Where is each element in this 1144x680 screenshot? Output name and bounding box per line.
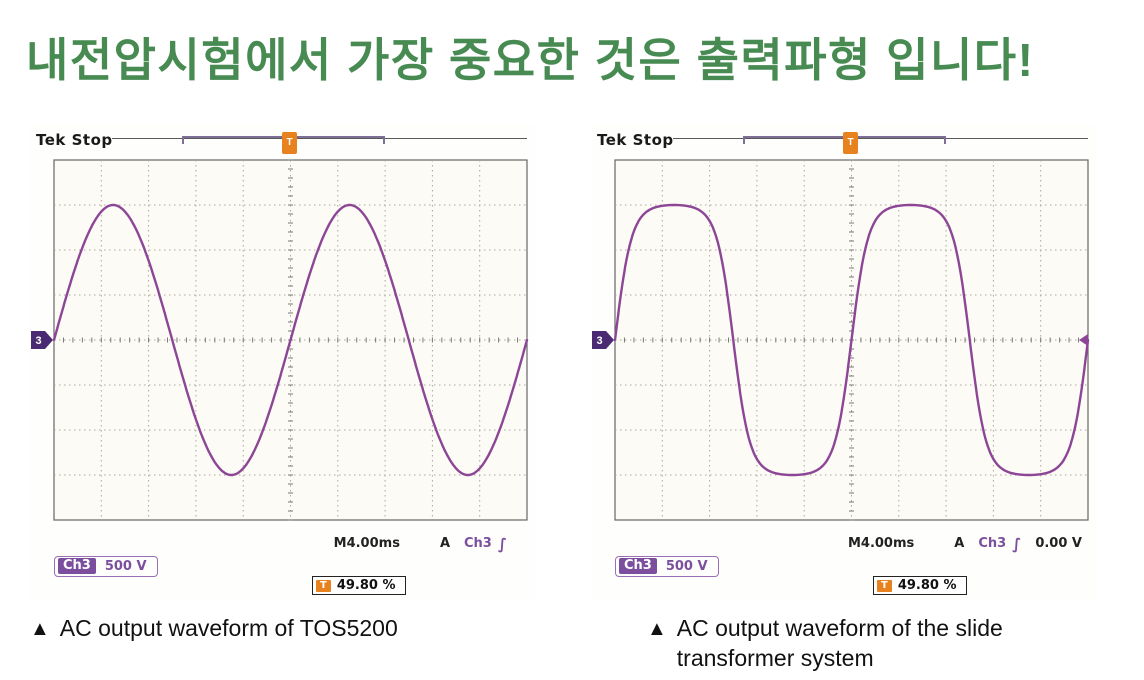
trigger-coupling-readout: A [439,536,450,551]
trigger-position-value: 49.80 % [897,578,957,593]
scope-figure-right: Tek Stop T 3 M4.00ms A Ch3 ∫ 0.00 V Ch3 … [591,124,1096,674]
trigger-position-marker-icon: T [282,132,297,154]
channel-readout-row: Ch3 500 V T 49.80 % [30,554,535,600]
oscilloscope-screen-right: Tek Stop T 3 M4.00ms A Ch3 ∫ 0.00 V Ch3 … [591,124,1096,600]
trigger-position-value: 49.80 % [336,578,396,593]
trigger-position-marker-icon: T [843,132,858,154]
oscilloscope-screen-left: Tek Stop T 3 M4.00ms A Ch3 ∫ Ch3 500 V T [30,124,535,600]
figure-caption-left: ▲ AC output waveform of TOS5200 [30,614,535,644]
acquisition-status: Tek Stop [36,131,113,149]
trigger-slope-icon: ∫ [1012,534,1022,553]
trigger-level-readout: 0.00 V [1035,536,1082,551]
trigger-coupling-readout: A [954,536,965,551]
scope-header: Tek Stop T [30,124,535,154]
top-line [112,138,527,139]
trigger-readout-row: M4.00ms A Ch3 ∫ [30,531,535,553]
channel-name-chip: Ch3 [58,558,96,574]
trigger-position-readout: T 49.80 % [312,576,406,595]
figure-caption-right: ▲ AC output waveform of the slide transf… [591,614,1096,674]
page-headline: 내전압시험에서 가장 중요한 것은 출력파형 입니다! [26,34,1035,86]
trigger-icon: T [877,579,892,592]
trigger-slope-icon: ∫ [497,534,507,553]
scope-header: Tek Stop T [591,124,1096,154]
scope-figures-row: Tek Stop T 3 M4.00ms A Ch3 ∫ Ch3 500 V T [0,90,1144,674]
trigger-source-readout: Ch3 [978,536,1007,551]
top-line [673,138,1088,139]
channel-scale-readout: Ch3 500 V [615,556,719,577]
scope-graticule: 3 [592,159,1090,521]
channel-readout-row: Ch3 500 V T 49.80 % [591,554,1096,600]
scope-graticule: 3 [31,159,529,521]
caption-text: AC output waveform of the slide transfor… [676,615,1003,671]
trigger-position-readout: T 49.80 % [873,576,967,595]
trigger-icon: T [316,579,331,592]
caption-text: AC output waveform of TOS5200 [59,615,398,641]
acquisition-status: Tek Stop [597,131,674,149]
channel-scale-value: 500 V [665,558,708,574]
trigger-readout-row: M4.00ms A Ch3 ∫ 0.00 V [591,531,1096,553]
svg-text:3: 3 [596,335,602,347]
channel-name-chip: Ch3 [619,558,657,574]
channel-scale-value: 500 V [104,558,147,574]
channel-scale-readout: Ch3 500 V [54,556,158,577]
scope-figure-left: Tek Stop T 3 M4.00ms A Ch3 ∫ Ch3 500 V T [30,124,535,674]
svg-text:3: 3 [35,335,41,347]
timebase-readout: M4.00ms [333,536,400,551]
caption-marker-icon: ▲ [30,618,50,640]
caption-marker-icon: ▲ [647,618,667,640]
trigger-source-readout: Ch3 [464,536,492,551]
timebase-readout: M4.00ms [847,536,915,551]
